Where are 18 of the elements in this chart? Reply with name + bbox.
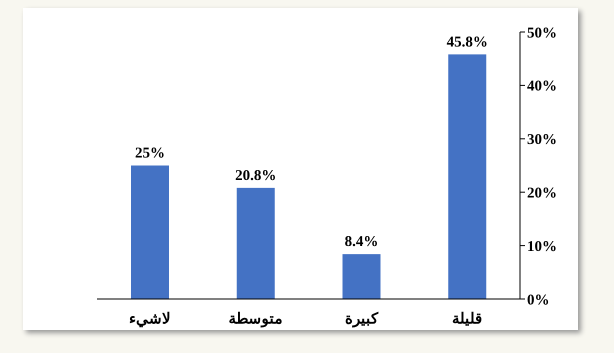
bar (342, 254, 380, 299)
y-tick-label: 0% (527, 292, 550, 308)
bar (448, 54, 486, 299)
data-label: 25% (135, 146, 165, 162)
data-label: 20.8% (235, 168, 276, 184)
bar (131, 166, 169, 299)
data-label: 8.4% (344, 234, 378, 250)
x-tick-label: لاشيء (128, 312, 171, 329)
y-tick-label: 20% (527, 186, 557, 202)
y-tick-label: 50% (527, 25, 557, 42)
x-tick-label: متوسطة (228, 312, 283, 328)
y-tick-label: 40% (527, 78, 557, 95)
bar (236, 188, 275, 299)
x-tick-label: كبيرة (344, 312, 379, 328)
y-tick-label: 10% (527, 238, 557, 255)
y-tick-label: 30% (527, 132, 557, 148)
x-tick-label: قليلة (452, 312, 482, 328)
data-label: 45.8% (446, 34, 488, 50)
